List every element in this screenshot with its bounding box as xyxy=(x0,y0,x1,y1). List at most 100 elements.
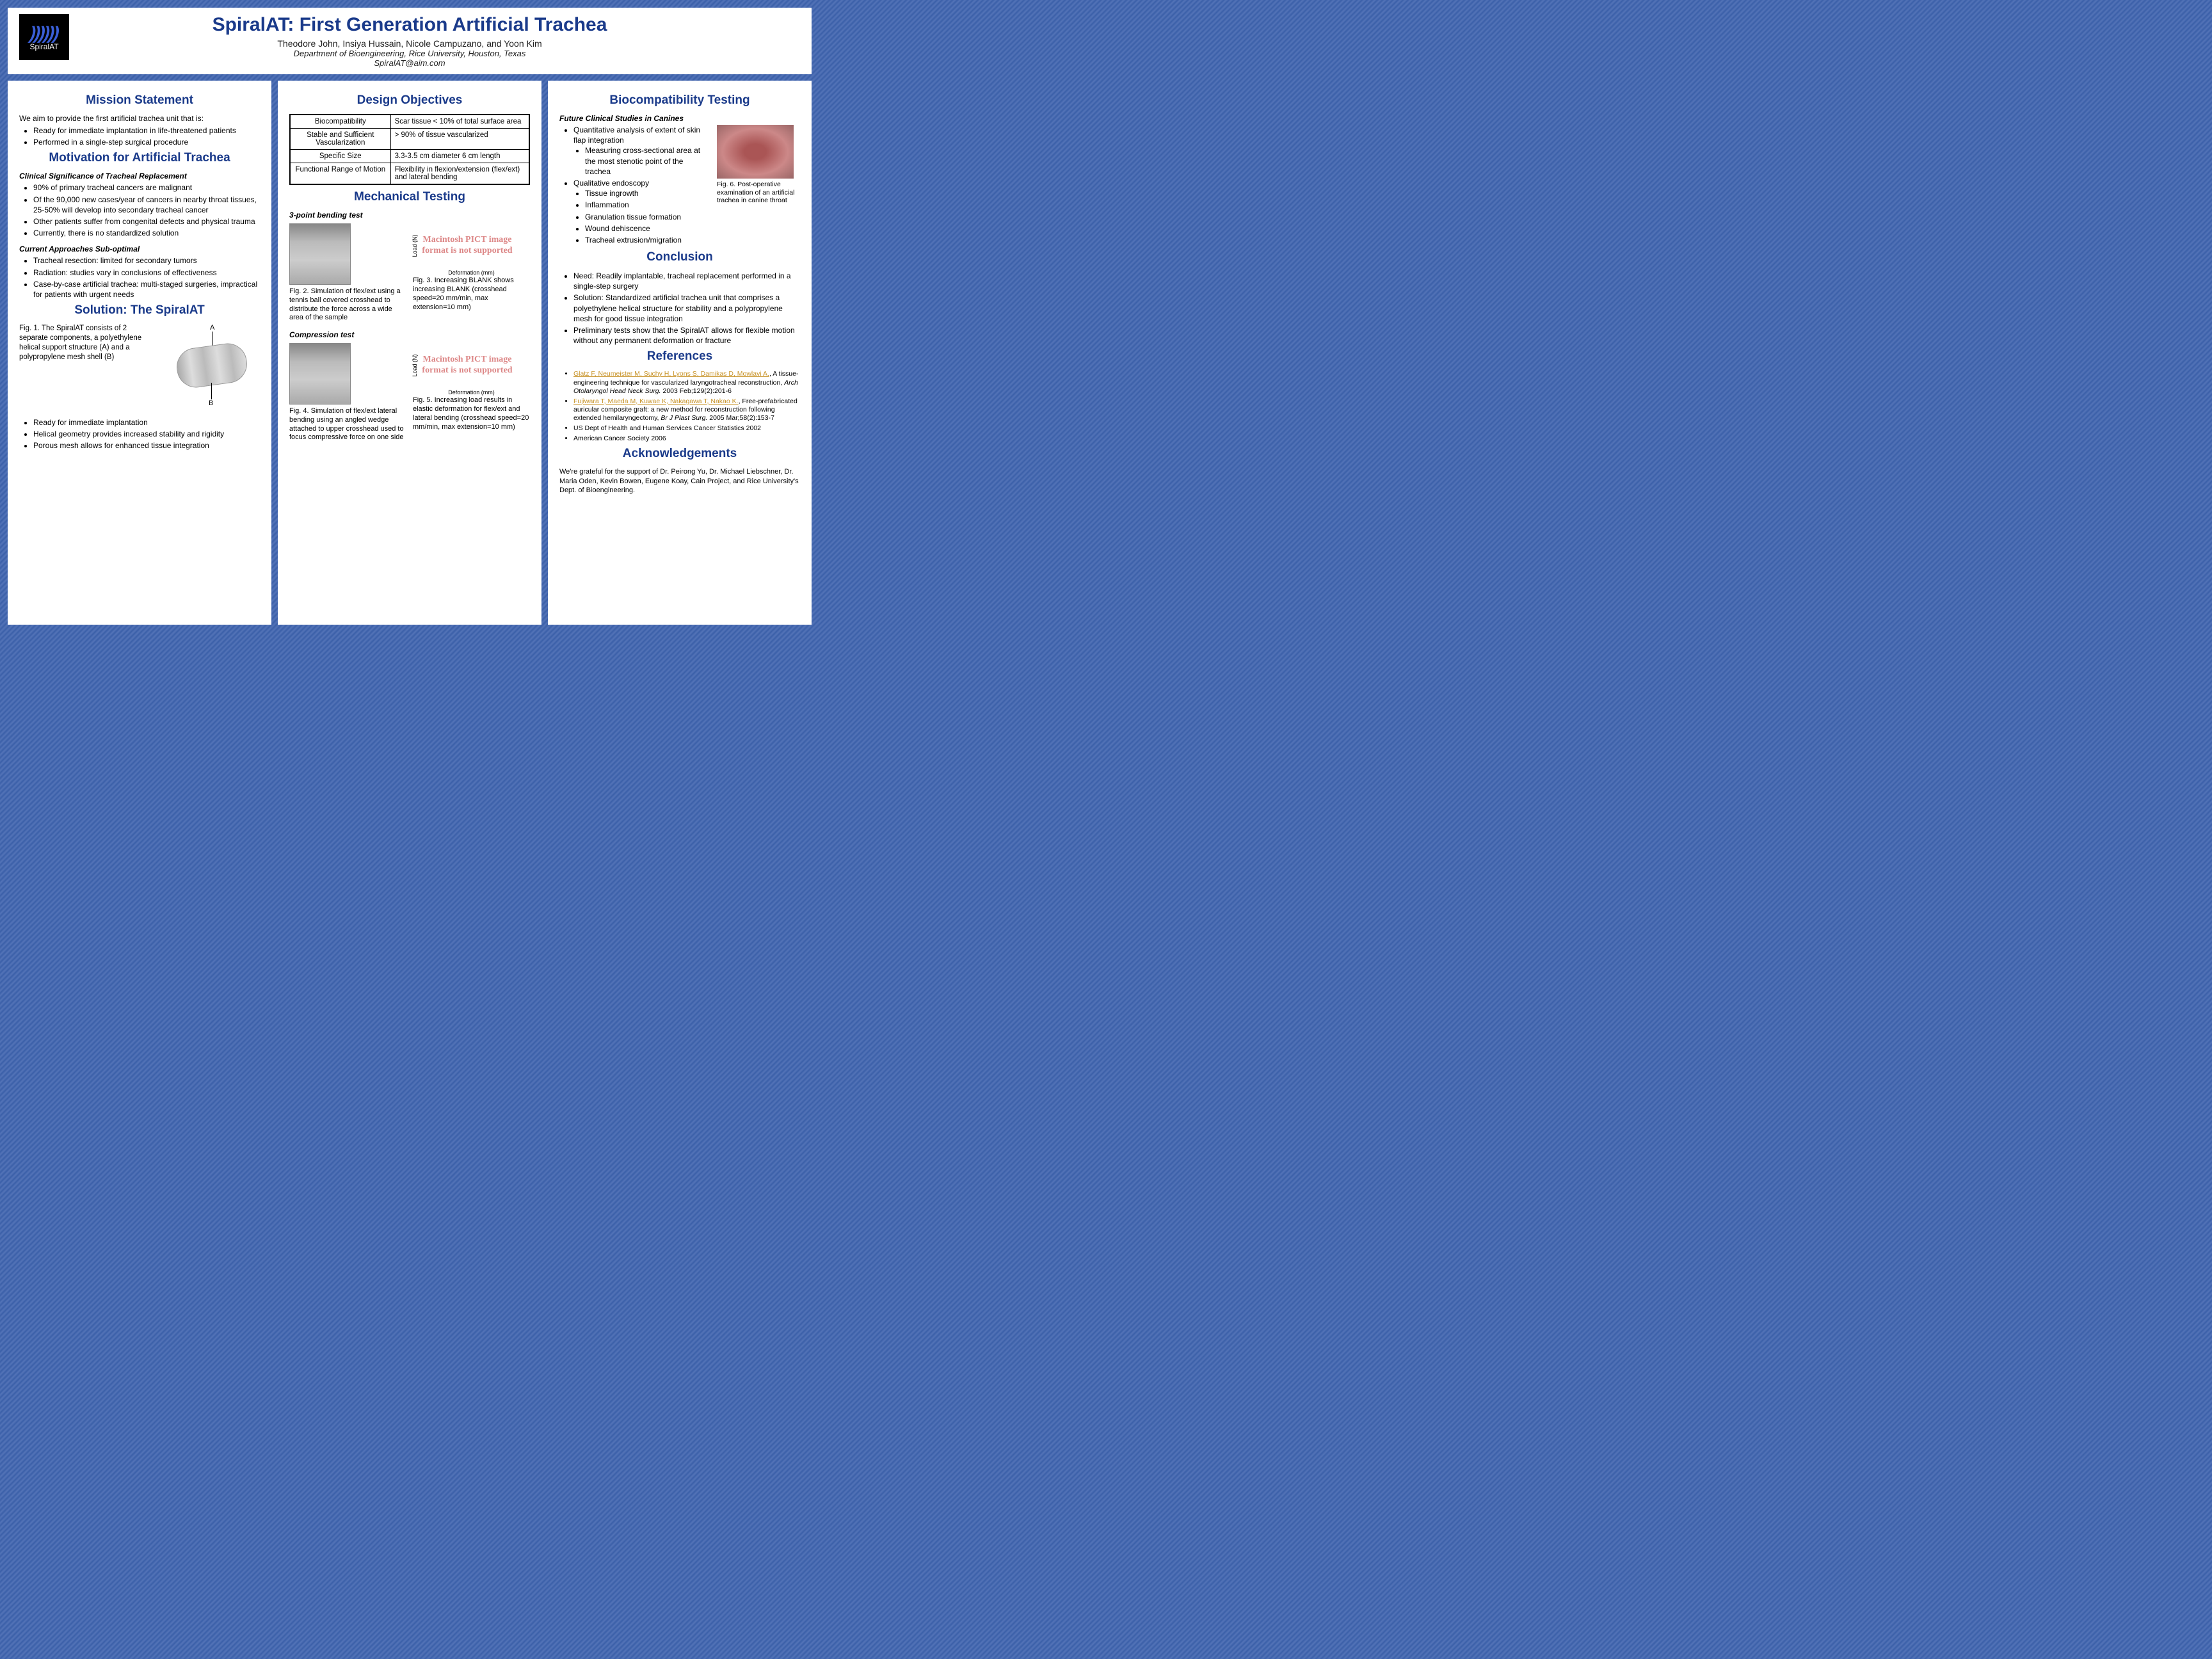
conclusion-heading: Conclusion xyxy=(559,250,800,264)
list-item: Tracheal resection: limited for secondar… xyxy=(33,255,260,266)
axis-x-label: Deformation (mm) xyxy=(413,389,530,396)
figure-4: Fig. 4. Simulation of flex/ext lateral b… xyxy=(289,343,406,442)
figure-3-caption: Fig. 3. Increasing BLANK shows increasin… xyxy=(413,276,530,312)
figure-6: Fig. 6. Post-operative examination of an… xyxy=(717,125,800,205)
reference-item: US Dept of Health and Human Services Can… xyxy=(573,424,800,433)
axis-y-label: Load (N) xyxy=(412,234,419,257)
logo-text: SpiralAT xyxy=(29,42,58,51)
reference-link[interactable]: Glatz F, Neumeister M, Suchy H, Lyons S,… xyxy=(573,370,769,378)
figure-1-label-b: B xyxy=(209,399,213,407)
objectives-table: BiocompatibilityScar tissue < 10% of tot… xyxy=(289,114,530,185)
obj-cell: > 90% of tissue vascularized xyxy=(390,129,529,150)
column-middle: Design Objectives BiocompatibilityScar t… xyxy=(278,81,541,625)
list-item: Tracheal extrusion/migration xyxy=(585,235,710,245)
figure-1-label-a: A xyxy=(210,324,214,332)
list-item: Solution: Standardized artificial trache… xyxy=(573,293,800,324)
column-right: Biocompatibility Testing Future Clinical… xyxy=(548,81,812,625)
conclusion-list: Need: Readily implantable, tracheal repl… xyxy=(559,271,800,346)
compression-test-subhead: Compression test xyxy=(289,330,530,339)
reference-item: American Cancer Society 2006 xyxy=(573,435,800,443)
list-item: Need: Readily implantable, tracheal repl… xyxy=(573,271,800,291)
figure-3: Load (N) Macintosh PICT image format is … xyxy=(413,223,530,323)
list-item: Ready for immediate implantation in life… xyxy=(33,125,260,136)
obj-cell: Scar tissue < 10% of total surface area xyxy=(390,115,529,129)
list-item: Quantitative analysis of extent of skin … xyxy=(573,125,710,177)
mission-heading: Mission Statement xyxy=(19,93,260,108)
poster-email: SpiralAT@aim.com xyxy=(20,58,799,68)
biocompat-heading: Biocompatibility Testing xyxy=(559,93,800,108)
obj-cell: Specific Size xyxy=(290,150,390,163)
mechanical-testing-heading: Mechanical Testing xyxy=(289,190,530,204)
references-heading: References xyxy=(559,349,800,364)
obj-cell: Biocompatibility xyxy=(290,115,390,129)
motivation-heading: Motivation for Artificial Trachea xyxy=(19,151,260,165)
list-item: Of the 90,000 new cases/year of cancers … xyxy=(33,195,260,215)
list-item: Performed in a single-step surgical proc… xyxy=(33,137,260,147)
list-item: 90% of primary tracheal cancers are mali… xyxy=(33,182,260,193)
poster-department: Department of Bioengineering, Rice Unive… xyxy=(20,49,799,58)
figure-4-caption: Fig. 4. Simulation of flex/ext lateral b… xyxy=(289,407,406,442)
list-item: Inflammation xyxy=(585,200,710,210)
list-item: Other patients suffer from congenital de… xyxy=(33,216,260,227)
list-item: Tissue ingrowth xyxy=(585,188,710,198)
logo-spiral-icon: )))))) xyxy=(28,23,61,44)
poster-header: )))))) SpiralAT SpiralAT: First Generati… xyxy=(8,8,812,74)
solution-list: Ready for immediate implantation Helical… xyxy=(19,417,260,451)
list-item: Porous mesh allows for enhanced tissue i… xyxy=(33,440,260,451)
pict-placeholder-icon: Load (N) Macintosh PICT image format is … xyxy=(413,343,522,388)
figure-5: Load (N) Macintosh PICT image format is … xyxy=(413,343,530,442)
list-item: Qualitative endoscopy Tissue ingrowth In… xyxy=(573,178,710,245)
list-item: Radiation: studies vary in conclusions o… xyxy=(33,268,260,278)
figure-1-image: A B xyxy=(164,324,260,407)
biocompat-row: Quantitative analysis of extent of skin … xyxy=(559,125,800,246)
axis-x-label: Deformation (mm) xyxy=(413,269,530,276)
list-item: Wound dehiscence xyxy=(585,223,710,234)
mission-list: Ready for immediate implantation in life… xyxy=(19,125,260,147)
clinical-sig-list: 90% of primary tracheal cancers are mali… xyxy=(19,182,260,238)
obj-cell: Stable and Sufficient Vascularization xyxy=(290,129,390,150)
bending-test-subhead: 3-point bending test xyxy=(289,211,530,220)
future-studies-subhead: Future Clinical Studies in Canines xyxy=(559,114,800,123)
list-item: Currently, there is no standardized solu… xyxy=(33,228,260,238)
list-item: Case-by-case artificial trachea: multi-s… xyxy=(33,279,260,300)
poster-columns: Mission Statement We aim to provide the … xyxy=(8,81,812,625)
figure-6-caption: Fig. 6. Post-operative examination of an… xyxy=(717,180,800,205)
figure-2: Fig. 2. Simulation of flex/ext using a t… xyxy=(289,223,406,323)
acknowledgements-heading: Acknowledgements xyxy=(559,447,800,461)
table-row: Stable and Sufficient Vascularization> 9… xyxy=(290,129,529,150)
column-left: Mission Statement We aim to provide the … xyxy=(8,81,271,625)
figure-4-5-row: Fig. 4. Simulation of flex/ext lateral b… xyxy=(289,343,530,442)
axis-y-label: Load (N) xyxy=(412,354,419,376)
arrow-icon xyxy=(211,383,212,399)
acknowledgements-text: We're grateful for the support of Dr. Pe… xyxy=(559,467,800,495)
references-list: Glatz F, Neumeister M, Suchy H, Lyons S,… xyxy=(559,370,800,443)
figure-5-caption: Fig. 5. Increasing load results in elast… xyxy=(413,396,530,431)
reference-link[interactable]: Fujiwara T, Maeda M, Kuwae K, Nakagawa T… xyxy=(573,397,739,405)
figure-2-3-row: Fig. 2. Simulation of flex/ext using a t… xyxy=(289,223,530,323)
current-approaches-subhead: Current Approaches Sub-optimal xyxy=(19,244,260,253)
obj-cell: Flexibility in flexion/extension (flex/e… xyxy=(390,163,529,185)
obj-cell: 3.3-3.5 cm diameter 6 cm length xyxy=(390,150,529,163)
poster-authors: Theodore John, Insiya Hussain, Nicole Ca… xyxy=(20,38,799,49)
current-approaches-list: Tracheal resection: limited for secondar… xyxy=(19,255,260,300)
list-item: Preliminary tests show that the SpiralAT… xyxy=(573,325,800,346)
table-row: Functional Range of MotionFlexibility in… xyxy=(290,163,529,185)
figure-2-caption: Fig. 2. Simulation of flex/ext using a t… xyxy=(289,287,406,323)
reference-item: Glatz F, Neumeister M, Suchy H, Lyons S,… xyxy=(573,370,800,395)
list-item: Measuring cross-sectional area at the mo… xyxy=(585,145,710,177)
biocompat-list: Quantitative analysis of extent of skin … xyxy=(559,125,710,246)
solution-heading: Solution: The SpiralAT xyxy=(19,303,260,317)
figure-1-caption: Fig. 1. The SpiralAT consists of 2 separ… xyxy=(19,324,155,362)
mission-intro: We aim to provide the first artificial t… xyxy=(19,114,260,123)
pict-placeholder-icon: Load (N) Macintosh PICT image format is … xyxy=(413,223,522,268)
list-item: Helical geometry provides increased stab… xyxy=(33,429,260,439)
spiralat-render-icon xyxy=(174,341,250,390)
spiralat-logo: )))))) SpiralAT xyxy=(19,14,69,60)
figure-4-photo xyxy=(289,343,351,405)
reference-item: Fujiwara T, Maeda M, Kuwae K, Nakagawa T… xyxy=(573,397,800,422)
figure-2-photo xyxy=(289,223,351,285)
clinical-sig-subhead: Clinical Significance of Tracheal Replac… xyxy=(19,172,260,180)
figure-1: Fig. 1. The SpiralAT consists of 2 separ… xyxy=(19,324,260,407)
list-item: Granulation tissue formation xyxy=(585,212,710,222)
figure-6-photo xyxy=(717,125,794,179)
